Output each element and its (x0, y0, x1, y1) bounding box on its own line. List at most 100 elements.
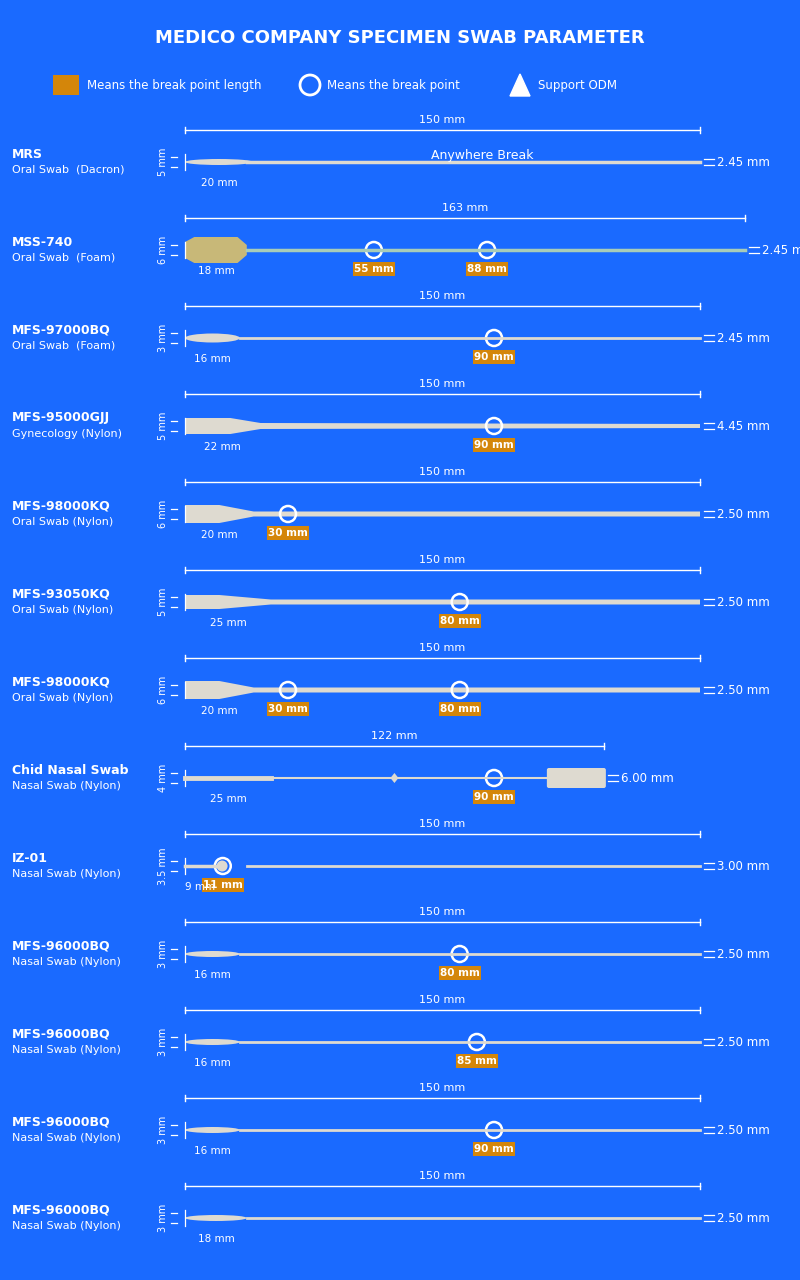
Text: 6 mm: 6 mm (158, 676, 168, 704)
FancyBboxPatch shape (267, 526, 309, 540)
Text: 4.45 mm: 4.45 mm (717, 420, 770, 433)
Text: 80 mm: 80 mm (440, 968, 480, 978)
Text: 5 mm: 5 mm (158, 412, 168, 440)
Text: Nasal Swab (Nylon): Nasal Swab (Nylon) (12, 957, 121, 966)
FancyBboxPatch shape (202, 878, 244, 892)
Text: 3 mm: 3 mm (158, 324, 168, 352)
FancyBboxPatch shape (473, 438, 515, 452)
Ellipse shape (185, 159, 253, 165)
Text: 5 mm: 5 mm (158, 147, 168, 177)
Text: 150 mm: 150 mm (419, 1171, 466, 1181)
Text: 150 mm: 150 mm (419, 995, 466, 1005)
Text: 2.50 mm: 2.50 mm (717, 684, 770, 696)
Text: 4 mm: 4 mm (158, 764, 168, 792)
Text: 18 mm: 18 mm (198, 1234, 234, 1244)
Text: 150 mm: 150 mm (419, 908, 466, 916)
Text: 80 mm: 80 mm (440, 616, 480, 626)
Text: 85 mm: 85 mm (457, 1056, 497, 1066)
Text: 22 mm: 22 mm (204, 442, 241, 452)
Text: 20 mm: 20 mm (201, 178, 238, 188)
Text: MFS-96000BQ: MFS-96000BQ (12, 1028, 110, 1041)
Text: MFS-98000KQ: MFS-98000KQ (12, 676, 110, 689)
Text: 9 mm: 9 mm (186, 882, 215, 892)
Text: Oral Swab (Nylon): Oral Swab (Nylon) (12, 605, 114, 614)
Text: Nasal Swab (Nylon): Nasal Swab (Nylon) (12, 781, 121, 791)
Text: 2.50 mm: 2.50 mm (717, 1036, 770, 1048)
Text: 3 mm: 3 mm (158, 940, 168, 968)
Text: 16 mm: 16 mm (194, 1146, 231, 1156)
FancyBboxPatch shape (456, 1053, 498, 1068)
Text: 20 mm: 20 mm (201, 530, 238, 540)
Text: MEDICO COMPANY SPECIMEN SWAB PARAMETER: MEDICO COMPANY SPECIMEN SWAB PARAMETER (155, 29, 645, 47)
Text: Oral Swab (Nylon): Oral Swab (Nylon) (12, 517, 114, 527)
Polygon shape (185, 506, 700, 524)
Polygon shape (185, 419, 700, 434)
Circle shape (217, 860, 227, 872)
Text: 150 mm: 150 mm (419, 643, 466, 653)
Text: 11 mm: 11 mm (203, 881, 242, 890)
Text: 16 mm: 16 mm (194, 1059, 231, 1068)
Polygon shape (185, 237, 246, 262)
Text: 2.50 mm: 2.50 mm (717, 507, 770, 521)
Text: 16 mm: 16 mm (194, 970, 231, 980)
Text: 6 mm: 6 mm (158, 236, 168, 264)
Text: 3 mm: 3 mm (158, 1028, 168, 1056)
Text: 6.00 mm: 6.00 mm (621, 772, 674, 785)
Text: 2.45 mm: 2.45 mm (717, 332, 770, 344)
FancyBboxPatch shape (473, 349, 515, 364)
Text: 150 mm: 150 mm (419, 291, 466, 301)
Text: 2.50 mm: 2.50 mm (717, 947, 770, 960)
Text: MFS-96000BQ: MFS-96000BQ (12, 1115, 110, 1129)
Text: IZ-01: IZ-01 (12, 851, 48, 864)
Text: 3.00 mm: 3.00 mm (717, 859, 770, 873)
Text: MFS-97000BQ: MFS-97000BQ (12, 324, 110, 337)
FancyBboxPatch shape (466, 262, 508, 276)
Text: 150 mm: 150 mm (419, 467, 466, 477)
Text: MFS-96000BQ: MFS-96000BQ (12, 940, 110, 952)
Text: 90 mm: 90 mm (474, 352, 514, 362)
Text: 80 mm: 80 mm (440, 704, 480, 714)
Ellipse shape (185, 1126, 240, 1133)
Text: Chid Nasal Swab: Chid Nasal Swab (12, 763, 129, 777)
Text: Means the break point: Means the break point (327, 78, 460, 91)
Text: 90 mm: 90 mm (474, 440, 514, 451)
FancyBboxPatch shape (438, 614, 481, 628)
FancyBboxPatch shape (438, 966, 481, 980)
Text: 30 mm: 30 mm (268, 527, 308, 538)
Text: 150 mm: 150 mm (419, 379, 466, 389)
Text: Nasal Swab (Nylon): Nasal Swab (Nylon) (12, 1133, 121, 1143)
Text: MFS-98000KQ: MFS-98000KQ (12, 499, 110, 512)
Ellipse shape (185, 1039, 240, 1044)
Ellipse shape (185, 334, 240, 343)
Text: MRS: MRS (12, 147, 43, 160)
Text: 122 mm: 122 mm (371, 731, 418, 741)
FancyBboxPatch shape (438, 701, 481, 716)
Text: Anywhere Break: Anywhere Break (431, 150, 534, 163)
Text: 30 mm: 30 mm (268, 704, 308, 714)
Text: 5 mm: 5 mm (158, 588, 168, 616)
Text: Support ODM: Support ODM (538, 78, 617, 91)
Text: MFS-93050KQ: MFS-93050KQ (12, 588, 110, 600)
FancyBboxPatch shape (353, 262, 395, 276)
Text: 150 mm: 150 mm (419, 819, 466, 829)
Text: 25 mm: 25 mm (210, 794, 246, 804)
Text: Means the break point length: Means the break point length (87, 78, 262, 91)
FancyBboxPatch shape (473, 790, 515, 804)
Polygon shape (390, 773, 398, 783)
Text: 2.50 mm: 2.50 mm (717, 1124, 770, 1137)
Text: 150 mm: 150 mm (419, 1083, 466, 1093)
Text: 55 mm: 55 mm (354, 264, 394, 274)
Text: 20 mm: 20 mm (201, 707, 238, 716)
Text: 3 mm: 3 mm (158, 1204, 168, 1233)
Text: 3 mm: 3 mm (158, 1116, 168, 1144)
Text: 6 mm: 6 mm (158, 500, 168, 529)
FancyBboxPatch shape (473, 1142, 515, 1156)
Text: 163 mm: 163 mm (442, 204, 488, 212)
Text: Gynecology (Nylon): Gynecology (Nylon) (12, 429, 122, 439)
Text: MSS-740: MSS-740 (12, 236, 74, 248)
Text: 88 mm: 88 mm (467, 264, 507, 274)
Text: 2.50 mm: 2.50 mm (717, 1211, 770, 1225)
Text: 16 mm: 16 mm (194, 355, 231, 364)
Text: MFS-95000GJJ: MFS-95000GJJ (12, 411, 110, 425)
Text: 2.50 mm: 2.50 mm (717, 595, 770, 608)
